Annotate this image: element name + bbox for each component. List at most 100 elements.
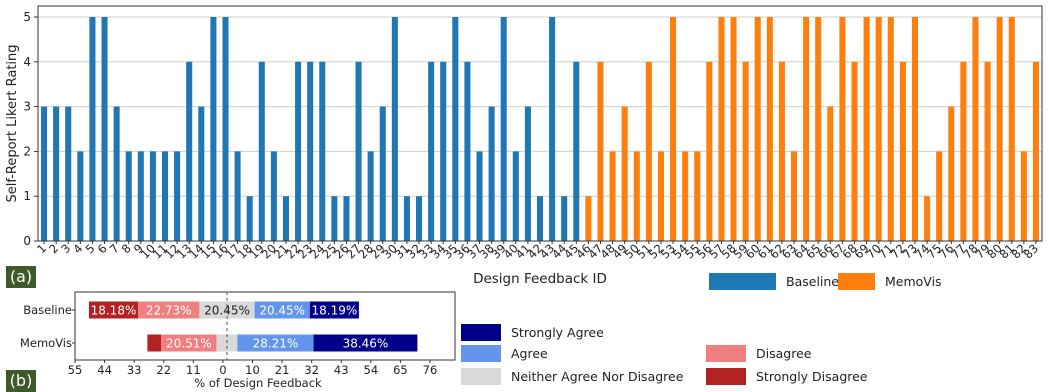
- likert-seg-label: 18.18%: [91, 304, 137, 318]
- bar-memovis-46: [585, 196, 592, 241]
- bar-baseline-38: [488, 106, 495, 241]
- bar-baseline-34: [440, 61, 447, 241]
- bar-baseline-19: [258, 61, 265, 241]
- likert-seg-label: 38.46%: [343, 337, 389, 351]
- likert-seg-memovis-strongly-agree: [313, 334, 418, 352]
- bar-baseline-20: [270, 151, 277, 241]
- bar-memovis-82: [1020, 151, 1027, 241]
- bar-baseline-18: [246, 196, 253, 241]
- bar-memovis-50: [633, 151, 640, 241]
- x-tick-label: 2: [46, 241, 61, 256]
- bar-baseline-42: [536, 196, 544, 241]
- bar-memovis-71: [887, 17, 894, 241]
- legend-strongly-disagree: Strongly Disagree: [706, 367, 868, 385]
- likert-seg-label: 22.73%: [146, 304, 192, 318]
- bar-memovis-47: [597, 61, 604, 241]
- legend-strongly-agree-label: Strongly Agree: [511, 324, 604, 340]
- bar-memovis-51: [645, 61, 652, 241]
- bar-baseline-33: [428, 61, 435, 241]
- legend-agree-label: Agree: [511, 345, 548, 361]
- bar-baseline-6: [101, 17, 108, 241]
- bar-baseline-24: [319, 61, 326, 241]
- bar-baseline-15: [210, 17, 217, 241]
- bar-baseline-26: [343, 196, 350, 241]
- bar-baseline-12: [174, 151, 181, 241]
- bar-baseline-30: [391, 17, 398, 241]
- legend-baseline-swatch: [709, 272, 776, 290]
- y-tick-label: 1: [23, 189, 31, 203]
- bar-memovis-70: [875, 17, 882, 241]
- legend-strongly-disagree-swatch: [706, 367, 746, 385]
- legend-strongly-disagree-label: Strongly Disagree: [756, 368, 868, 384]
- likert-seg-label: 20.51%: [166, 337, 212, 351]
- bar-baseline-21: [282, 196, 289, 241]
- bar-memovis-74: [924, 196, 931, 241]
- bar-baseline-25: [331, 196, 338, 241]
- likert-seg-label: 18.19%: [311, 304, 357, 318]
- likert-x-tick-label: 22: [156, 363, 171, 377]
- likert-x-tick-label: 10: [245, 363, 260, 377]
- x-tick-label: 8: [119, 241, 134, 256]
- bar-memovis-77: [960, 61, 967, 241]
- bar-memovis-68: [851, 61, 858, 241]
- bar-baseline-11: [161, 151, 169, 241]
- panel-a-tag: (a): [6, 266, 36, 288]
- legend-baseline-label: Baseline: [786, 273, 839, 289]
- legend-memovis-swatch: [838, 272, 875, 290]
- bar-memovis-53: [670, 17, 677, 241]
- likert-seg-memovis-strongly-disagree: [147, 334, 162, 352]
- bar-memovis-61: [766, 17, 773, 241]
- bar-memovis-78: [972, 17, 979, 241]
- likert-frame: [74, 291, 456, 361]
- bar-baseline-3: [65, 106, 72, 241]
- legend-agree-swatch: [461, 344, 501, 362]
- bar-memovis-73: [911, 17, 919, 241]
- likert-x-tick-label: 55: [68, 363, 83, 377]
- likert-x-tick-label: 65: [393, 363, 408, 377]
- legend-memovis: MemoVis: [838, 272, 942, 290]
- bar-memovis-52: [657, 151, 664, 241]
- x-tick-label: 6: [95, 241, 110, 256]
- bar-memovis-80: [996, 17, 1003, 241]
- bar-memovis-69: [863, 17, 870, 241]
- bar-memovis-63: [791, 151, 798, 241]
- bar-memovis-79: [984, 61, 991, 241]
- legend-disagree-swatch: [706, 344, 746, 362]
- x-tick-label: 5: [82, 241, 97, 256]
- bar-baseline-28: [367, 151, 374, 241]
- likert-seg-baseline-disagree: [138, 301, 200, 319]
- bar-baseline-37: [476, 151, 483, 241]
- bar-baseline-13: [186, 61, 193, 241]
- legend-memovis-label: MemoVis: [885, 273, 942, 289]
- likert-seg-memovis-disagree: [161, 334, 217, 352]
- bar-baseline-36: [464, 61, 471, 241]
- bar-baseline-23: [307, 61, 314, 241]
- bar-memovis-65: [815, 17, 822, 241]
- x-tick-label: 7: [107, 241, 122, 256]
- bar-memovis-62: [778, 61, 785, 241]
- bar-baseline-1: [41, 106, 48, 241]
- x-tick-label: 4: [70, 241, 85, 256]
- bar-baseline-22: [295, 61, 302, 241]
- bar-memovis-64: [803, 17, 810, 241]
- bar-baseline-40: [512, 151, 519, 241]
- likert-x-tick-label: 32: [304, 363, 319, 377]
- y-tick-label: 3: [23, 100, 31, 114]
- panel-b-tag: (b): [6, 370, 36, 392]
- likert-x-tick-label: 44: [97, 363, 112, 377]
- likert-seg-baseline-agree: [254, 301, 310, 319]
- y-tick-label: 4: [23, 55, 31, 69]
- bar-memovis-81: [1008, 17, 1015, 241]
- bar-baseline-44: [561, 196, 568, 241]
- likert-row-label-baseline: Baseline: [23, 303, 72, 317]
- bar-baseline-29: [379, 106, 386, 241]
- likert-seg-label: 28.21%: [253, 337, 299, 351]
- bar-baseline-2: [53, 106, 60, 241]
- bar-baseline-14: [198, 106, 205, 241]
- legend-agree: Agree: [461, 344, 548, 362]
- y-tick-label: 2: [23, 144, 31, 158]
- bar-baseline-17: [234, 151, 241, 241]
- likert-seg-memovis-agree: [237, 334, 314, 352]
- bar-baseline-7: [113, 106, 120, 241]
- legend-neutral: Neither Agree Nor Disagree: [461, 367, 683, 385]
